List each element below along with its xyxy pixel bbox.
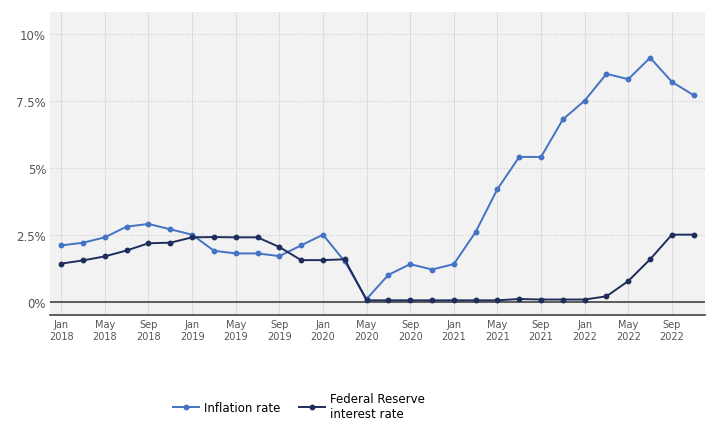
Inflation rate [471,230,480,235]
Inflation rate [515,155,523,160]
Inflation rate [340,259,349,265]
Line: Federal Reserve
interest rate: Federal Reserve interest rate [59,233,696,303]
Federal Reserve
interest rate [275,245,283,250]
Inflation rate [559,117,567,123]
Inflation rate [667,80,676,85]
Federal Reserve
interest rate [144,241,152,246]
Inflation rate [493,187,502,192]
Federal Reserve
interest rate [166,240,175,246]
Inflation rate [101,235,109,240]
Federal Reserve
interest rate [449,298,458,303]
Inflation rate [362,297,371,302]
Federal Reserve
interest rate [580,297,589,303]
Inflation rate [253,251,262,257]
Federal Reserve
interest rate [122,248,131,254]
Inflation rate [297,243,306,248]
Federal Reserve
interest rate [384,298,393,303]
Federal Reserve
interest rate [319,258,327,263]
Line: Inflation rate: Inflation rate [59,57,696,301]
Inflation rate [580,99,589,104]
Federal Reserve
interest rate [515,297,523,302]
Federal Reserve
interest rate [362,298,371,303]
Federal Reserve
interest rate [340,257,349,262]
Federal Reserve
interest rate [406,298,414,303]
Federal Reserve
interest rate [536,297,545,303]
Inflation rate [144,222,152,227]
Inflation rate [406,262,414,267]
Federal Reserve
interest rate [690,233,698,238]
Federal Reserve
interest rate [232,235,240,240]
Inflation rate [275,254,283,259]
Inflation rate [449,262,458,267]
Federal Reserve
interest rate [428,298,436,303]
Federal Reserve
interest rate [57,261,65,267]
Federal Reserve
interest rate [297,258,306,263]
Inflation rate [166,227,175,233]
Inflation rate [232,251,240,257]
Federal Reserve
interest rate [101,254,109,259]
Inflation rate [646,56,654,61]
Federal Reserve
interest rate [188,235,196,240]
Federal Reserve
interest rate [253,235,262,240]
Federal Reserve
interest rate [471,298,480,303]
Federal Reserve
interest rate [602,294,610,299]
Inflation rate [602,72,610,77]
Federal Reserve
interest rate [646,257,654,262]
Inflation rate [188,233,196,238]
Federal Reserve
interest rate [78,258,88,263]
Inflation rate [536,155,545,160]
Inflation rate [57,243,65,248]
Inflation rate [319,233,327,238]
Legend: Inflation rate, Federal Reserve
interest rate: Inflation rate, Federal Reserve interest… [168,388,430,425]
Inflation rate [428,267,436,272]
Federal Reserve
interest rate [493,298,502,303]
Inflation rate [210,248,219,254]
Inflation rate [624,78,633,83]
Inflation rate [384,272,393,278]
Federal Reserve
interest rate [210,235,219,240]
Federal Reserve
interest rate [559,297,567,303]
Inflation rate [690,93,698,99]
Inflation rate [122,224,131,230]
Federal Reserve
interest rate [624,279,633,284]
Federal Reserve
interest rate [667,233,676,238]
Inflation rate [78,240,88,246]
